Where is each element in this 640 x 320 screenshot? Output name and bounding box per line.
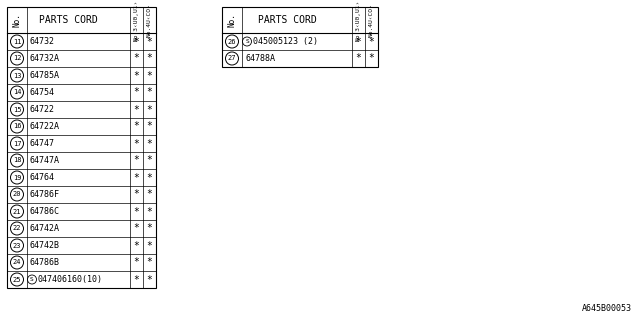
Text: 24: 24 — [13, 260, 21, 266]
Text: 15: 15 — [13, 107, 21, 113]
Text: 22: 22 — [13, 226, 21, 231]
Text: *: * — [147, 105, 152, 115]
Text: *: * — [147, 53, 152, 63]
Text: S: S — [30, 277, 34, 282]
Text: *: * — [356, 36, 362, 46]
Text: *: * — [147, 206, 152, 217]
Text: 13: 13 — [13, 73, 21, 78]
Text: 21: 21 — [13, 209, 21, 214]
Text: *: * — [147, 258, 152, 268]
Text: 19: 19 — [13, 174, 21, 180]
Text: 64747A: 64747A — [30, 156, 60, 165]
Text: 26: 26 — [228, 38, 236, 44]
Text: 64786C: 64786C — [30, 207, 60, 216]
Text: *: * — [134, 241, 140, 251]
Text: 20: 20 — [13, 191, 21, 197]
Text: 23: 23 — [13, 243, 21, 249]
Text: *: * — [134, 189, 140, 199]
Text: 64722A: 64722A — [30, 122, 60, 131]
Text: *: * — [134, 139, 140, 148]
Text: *: * — [134, 70, 140, 81]
Text: 16: 16 — [13, 124, 21, 130]
Text: *: * — [134, 87, 140, 98]
Text: *: * — [147, 189, 152, 199]
Text: *: * — [147, 70, 152, 81]
Text: *: * — [369, 53, 374, 63]
Text: *: * — [147, 122, 152, 132]
Bar — [222, 7, 378, 67]
Text: 64786F: 64786F — [30, 190, 60, 199]
Text: 18: 18 — [13, 157, 21, 164]
Text: *: * — [147, 275, 152, 284]
Text: 045005123 (2): 045005123 (2) — [253, 37, 318, 46]
Text: *: * — [134, 53, 140, 63]
Text: 64732: 64732 — [30, 37, 55, 46]
Text: *: * — [356, 53, 362, 63]
Text: *: * — [147, 172, 152, 182]
Text: PARTS CORD: PARTS CORD — [39, 15, 98, 25]
Text: 64788A: 64788A — [245, 54, 275, 63]
Text: 64785A: 64785A — [30, 71, 60, 80]
Text: 64747: 64747 — [30, 139, 55, 148]
Text: No.: No. — [227, 13, 237, 27]
Text: 14: 14 — [13, 90, 21, 95]
Text: *: * — [134, 172, 140, 182]
Text: 64754: 64754 — [30, 88, 55, 97]
Text: No.3‹U0,U1›: No.3‹U0,U1› — [356, 0, 361, 41]
Text: No.: No. — [13, 13, 22, 27]
Text: *: * — [147, 223, 152, 234]
Text: *: * — [134, 275, 140, 284]
Text: *: * — [134, 258, 140, 268]
Text: 64764: 64764 — [30, 173, 55, 182]
Bar — [7, 7, 156, 288]
Text: *: * — [134, 223, 140, 234]
Text: *: * — [147, 87, 152, 98]
Text: *: * — [147, 139, 152, 148]
Text: *: * — [147, 36, 152, 46]
Text: 25: 25 — [13, 276, 21, 283]
Text: No.4U‹CO›: No.4U‹CO› — [147, 3, 152, 37]
Text: *: * — [134, 36, 140, 46]
Text: 12: 12 — [13, 55, 21, 61]
Text: No.4U‹CO›: No.4U‹CO› — [369, 3, 374, 37]
Text: 64732A: 64732A — [30, 54, 60, 63]
Text: *: * — [147, 156, 152, 165]
Text: *: * — [134, 206, 140, 217]
Text: A645B00053: A645B00053 — [582, 304, 632, 313]
Text: 11: 11 — [13, 38, 21, 44]
Text: 64742A: 64742A — [30, 224, 60, 233]
Text: 17: 17 — [13, 140, 21, 147]
Text: No.3‹U0,U1›: No.3‹U0,U1› — [134, 0, 139, 41]
Text: 64786B: 64786B — [30, 258, 60, 267]
Text: 64722: 64722 — [30, 105, 55, 114]
Text: *: * — [134, 122, 140, 132]
Text: *: * — [134, 105, 140, 115]
Text: *: * — [134, 156, 140, 165]
Text: S: S — [245, 39, 249, 44]
Text: PARTS CORD: PARTS CORD — [258, 15, 316, 25]
Text: 64742B: 64742B — [30, 241, 60, 250]
Text: 27: 27 — [228, 55, 236, 61]
Text: *: * — [369, 36, 374, 46]
Text: 047406160(10): 047406160(10) — [38, 275, 103, 284]
Text: *: * — [147, 241, 152, 251]
